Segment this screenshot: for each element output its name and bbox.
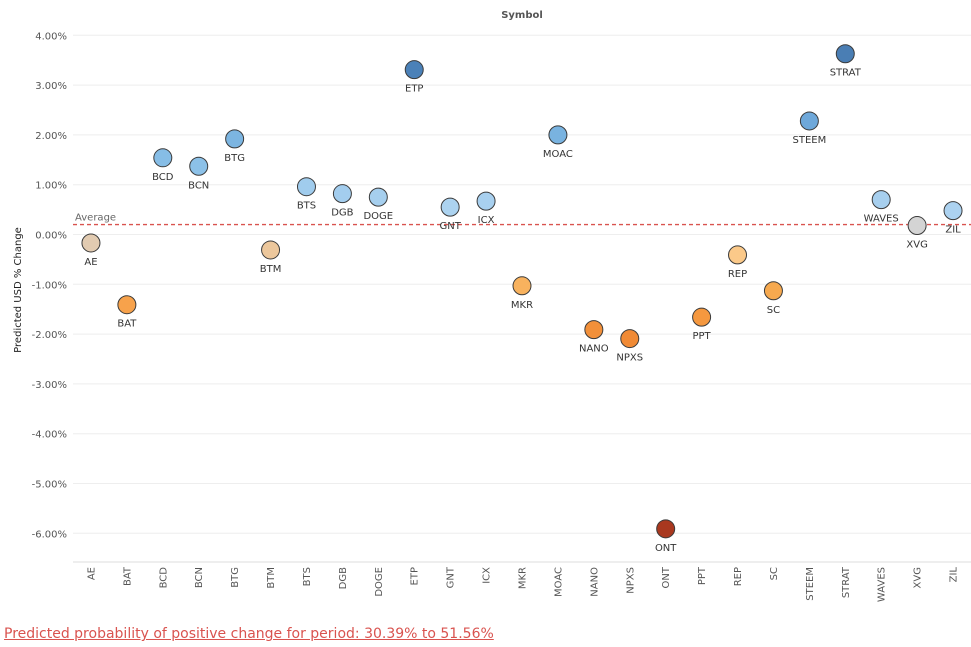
point-label: XVG: [906, 240, 927, 251]
point-label: STEEM: [792, 135, 826, 146]
y-tick-label: -6.00%: [32, 529, 67, 540]
x-tick-label: ETP: [410, 567, 421, 585]
x-tick-label: REP: [733, 567, 744, 586]
x-tick-label: ONT: [661, 566, 672, 588]
data-point[interactable]: [476, 191, 496, 211]
x-tick-label: NPXS: [625, 567, 636, 594]
x-tick-label: DGB: [338, 567, 349, 589]
x-tick-label: STEEM: [805, 567, 816, 601]
point-label: WAVES: [864, 214, 899, 225]
y-tick-label: 0.00%: [35, 231, 67, 242]
x-tick-label: GNT: [446, 566, 457, 588]
y-tick-label: -2.00%: [32, 330, 67, 341]
x-tick-label: NANO: [589, 567, 600, 597]
data-point[interactable]: [692, 307, 712, 327]
point-label: BCD: [152, 172, 174, 183]
data-point[interactable]: [907, 216, 927, 236]
y-tick-label: 2.00%: [35, 131, 67, 142]
x-tick-label: ZIL: [949, 567, 960, 583]
average-reference-line: Average: [73, 213, 971, 226]
x-tick-label: AE: [86, 567, 97, 580]
x-tick-label: BTM: [266, 567, 277, 589]
y-axis: 4.00% 3.00% 2.00% 1.00% 0.00% -1.00% -2.00% -3.…: [32, 31, 67, 540]
data-point[interactable]: [835, 44, 855, 64]
data-point[interactable]: [296, 177, 316, 197]
data-point[interactable]: [189, 156, 209, 176]
x-tick-label: SC: [769, 567, 780, 580]
point-label: BTM: [260, 264, 282, 275]
data-point[interactable]: [225, 129, 245, 149]
point-label: PPT: [693, 331, 712, 342]
y-tick-label: -5.00%: [32, 480, 67, 491]
data-point[interactable]: [943, 201, 963, 221]
scatter-chart: Symbol 4.00% 3.00% 2.00% 1.00% 0.00% -1.00% -2…: [13, 10, 971, 602]
x-tick-label: ICX: [482, 567, 493, 584]
data-point[interactable]: [763, 281, 783, 301]
grid-lines: [73, 34, 971, 563]
data-points: AE BAT BCD BCN BTG BTM BTS DGB DOGE ETP GNT ICX MKR M…: [81, 44, 963, 554]
data-point[interactable]: [548, 125, 568, 145]
x-tick-label: DOGE: [374, 567, 385, 597]
y-tick-label: -4.00%: [32, 430, 67, 441]
data-point[interactable]: [799, 111, 819, 131]
data-point[interactable]: [728, 245, 748, 265]
data-point[interactable]: [404, 60, 424, 80]
point-label: ZIL: [945, 225, 961, 236]
y-tick-label: -3.00%: [32, 380, 67, 391]
point-label: GNT: [439, 221, 461, 232]
point-label: DGB: [331, 208, 353, 219]
y-tick-label: 3.00%: [35, 81, 67, 92]
x-tick-label: XVG: [913, 567, 924, 588]
point-label: MOAC: [543, 149, 573, 160]
point-label: DOGE: [363, 211, 393, 222]
data-point[interactable]: [512, 276, 532, 296]
point-label: NANO: [579, 344, 609, 355]
average-label: Average: [75, 213, 116, 224]
point-label: STRAT: [830, 68, 862, 79]
point-label: ONT: [655, 543, 677, 554]
data-point[interactable]: [81, 233, 101, 253]
y-axis-label: Predicted USD % Change: [13, 227, 24, 353]
x-tick-label: BTS: [302, 567, 313, 586]
data-point[interactable]: [153, 148, 173, 168]
x-tick-label: BAT: [122, 566, 133, 586]
point-label: REP: [728, 269, 747, 280]
data-point[interactable]: [620, 329, 640, 349]
point-label: BCN: [188, 180, 209, 191]
x-tick-label: MKR: [518, 567, 529, 589]
x-tick-label: MOAC: [553, 567, 564, 597]
x-tick-label: STRAT: [841, 566, 852, 598]
data-point[interactable]: [440, 197, 460, 217]
x-tick-label: BTG: [230, 567, 241, 588]
data-point[interactable]: [332, 184, 352, 204]
point-label: NPXS: [616, 353, 643, 364]
point-label: ETP: [405, 84, 423, 95]
y-tick-label: -1.00%: [32, 280, 67, 291]
point-label: BAT: [117, 319, 137, 330]
y-tick-label: 4.00%: [35, 31, 67, 42]
x-tick-label: WAVES: [877, 567, 888, 602]
data-point[interactable]: [656, 519, 676, 539]
point-label: ICX: [478, 215, 495, 226]
point-label: SC: [767, 305, 780, 316]
chart-title: Symbol: [501, 10, 543, 21]
data-point[interactable]: [368, 187, 388, 207]
x-axis: AE BAT BCD BCN BTG BTM BTS DGB DOGE ETP GNT ICX MKR M…: [86, 566, 959, 602]
x-tick-label: PPT: [697, 566, 708, 585]
data-point[interactable]: [117, 295, 137, 315]
point-label: BTG: [224, 153, 245, 164]
point-label: BTS: [297, 201, 316, 212]
point-label: MKR: [511, 300, 533, 311]
point-label: AE: [84, 257, 97, 268]
y-tick-label: 1.00%: [35, 181, 67, 192]
probability-footer-link[interactable]: Predicted probability of positive change…: [4, 626, 494, 642]
x-tick-label: BCD: [158, 567, 169, 589]
data-point[interactable]: [261, 240, 281, 260]
x-tick-label: BCN: [194, 567, 205, 588]
data-point[interactable]: [584, 320, 604, 340]
data-point[interactable]: [871, 190, 891, 210]
